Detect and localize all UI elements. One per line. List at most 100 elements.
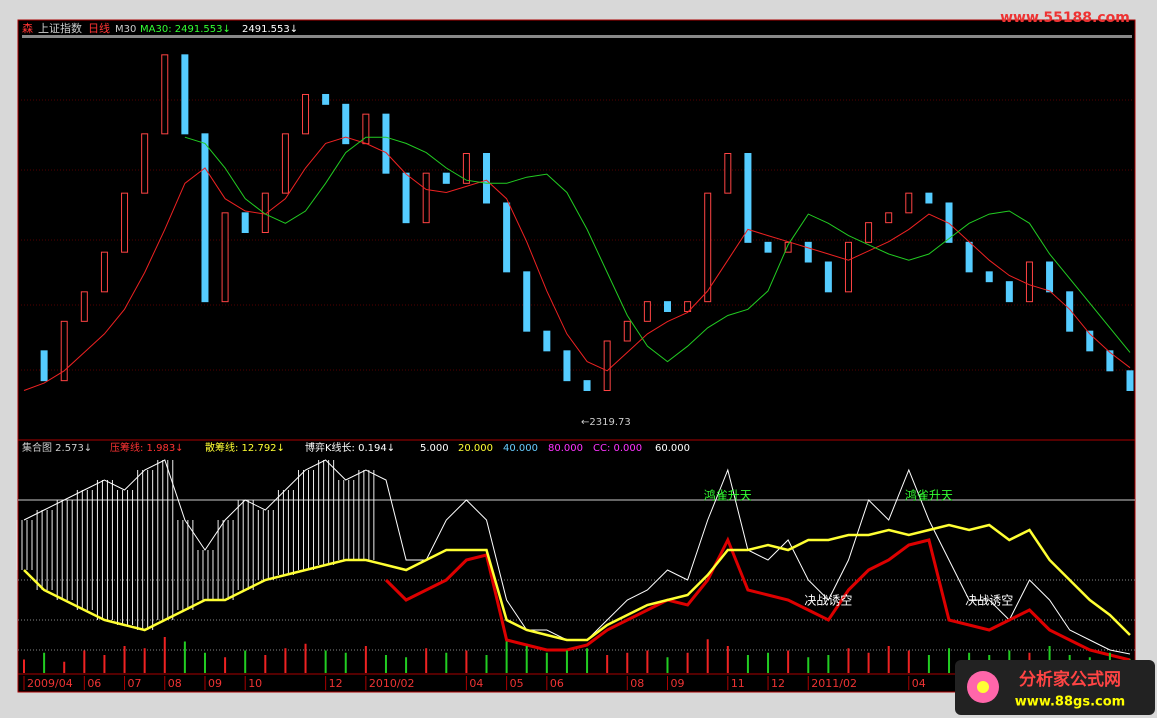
candle bbox=[704, 192, 712, 303]
candle bbox=[623, 320, 631, 342]
volume-bar bbox=[224, 657, 227, 673]
candle bbox=[161, 54, 169, 135]
annotation: 决战诱空 bbox=[804, 594, 852, 608]
volume-bar bbox=[666, 657, 669, 673]
candle bbox=[764, 241, 772, 253]
volume-bar bbox=[244, 650, 247, 673]
x-label: 07 bbox=[128, 677, 142, 690]
volume-bar bbox=[807, 657, 810, 673]
volume-bar bbox=[706, 639, 709, 673]
candle bbox=[1005, 281, 1013, 303]
candle bbox=[201, 133, 209, 303]
candle bbox=[1025, 261, 1033, 303]
candle bbox=[865, 222, 873, 243]
red-line bbox=[384, 536, 1131, 662]
candle bbox=[1126, 370, 1134, 391]
x-label: 11 bbox=[731, 677, 745, 690]
candle bbox=[422, 172, 430, 224]
candle bbox=[100, 251, 108, 293]
brand-box bbox=[955, 660, 1155, 715]
candle bbox=[543, 330, 551, 352]
volume-bar bbox=[1048, 646, 1051, 673]
candle bbox=[221, 212, 229, 303]
x-label: 08 bbox=[630, 677, 644, 690]
volume-bar bbox=[344, 652, 347, 673]
candle bbox=[925, 192, 933, 204]
candle bbox=[1106, 350, 1114, 372]
candle bbox=[885, 212, 893, 224]
candle bbox=[1086, 330, 1094, 352]
candle bbox=[261, 192, 269, 233]
volume-bar bbox=[927, 655, 930, 673]
volume-bar bbox=[586, 648, 589, 673]
volume-bar bbox=[505, 641, 508, 673]
volume-bar bbox=[847, 648, 850, 673]
candle bbox=[322, 93, 330, 105]
candle bbox=[905, 192, 913, 214]
volume-bar bbox=[405, 657, 408, 673]
frame bbox=[17, 19, 1136, 693]
x-label: 12 bbox=[329, 677, 343, 690]
ind-cc: CC: 0.000 bbox=[593, 443, 642, 454]
x-label: 12 bbox=[771, 677, 785, 690]
x-label: 09 bbox=[670, 677, 684, 690]
volume-bar bbox=[606, 655, 609, 673]
volume-bar bbox=[907, 650, 910, 673]
brand-flower-center bbox=[977, 681, 989, 693]
volume-bar bbox=[183, 641, 186, 673]
volume-bar bbox=[63, 661, 66, 673]
candle bbox=[1046, 261, 1054, 293]
index-name: 上证指数 bbox=[38, 21, 82, 35]
annotation: 决战诱空 bbox=[965, 594, 1013, 608]
volume-bar bbox=[646, 650, 649, 673]
x-label: 06 bbox=[87, 677, 101, 690]
volume-bar bbox=[364, 646, 367, 673]
volume-bar bbox=[726, 646, 729, 673]
icon: 森 bbox=[22, 21, 33, 35]
x-label: 2011/02 bbox=[811, 677, 857, 690]
volume-bar bbox=[887, 646, 890, 673]
candle bbox=[141, 133, 149, 194]
watermark-top: www.55188.com bbox=[1000, 10, 1130, 26]
candle bbox=[302, 93, 310, 135]
candle bbox=[80, 291, 88, 322]
candle bbox=[40, 350, 48, 382]
candle bbox=[342, 103, 350, 145]
candle bbox=[503, 202, 511, 273]
ind-pressure: 压筹线: 1.983↓ bbox=[110, 441, 184, 454]
ind-name: 集合图 2.573↓ bbox=[22, 441, 92, 454]
candle bbox=[603, 340, 611, 391]
volume-bar bbox=[83, 650, 86, 673]
candle bbox=[241, 212, 249, 233]
ma-label: M30 bbox=[115, 24, 136, 35]
candle bbox=[985, 271, 993, 283]
yellow-line bbox=[23, 523, 1131, 642]
x-label: 04 bbox=[469, 677, 483, 690]
volume-bar bbox=[304, 643, 307, 673]
candle bbox=[804, 241, 812, 263]
x-label: 04 bbox=[912, 677, 926, 690]
ind-p3: 40.000 bbox=[503, 443, 538, 454]
volume-bar bbox=[565, 650, 568, 673]
x-label: 2010/02 bbox=[369, 677, 415, 690]
volume-bar bbox=[767, 652, 770, 673]
volume-bar bbox=[787, 650, 790, 673]
volume-bar bbox=[23, 659, 25, 673]
x-label: 08 bbox=[168, 677, 182, 690]
candle bbox=[181, 54, 189, 135]
x-label: 06 bbox=[550, 677, 564, 690]
ind-game: 博弈K线长: 0.194↓ bbox=[305, 441, 395, 454]
volume-bar bbox=[465, 650, 468, 673]
x-label: 09 bbox=[208, 677, 222, 690]
candle bbox=[60, 320, 68, 382]
volume-bar bbox=[948, 648, 951, 673]
ind-p1: 5.000 bbox=[420, 443, 449, 454]
x-label: 05 bbox=[510, 677, 524, 690]
volume-bar bbox=[425, 648, 428, 673]
volume-bar bbox=[163, 637, 166, 673]
scroll-strip bbox=[22, 35, 1132, 38]
volume-bar bbox=[827, 655, 830, 673]
candle bbox=[583, 380, 591, 391]
ind-p4: 80.000 bbox=[548, 443, 583, 454]
